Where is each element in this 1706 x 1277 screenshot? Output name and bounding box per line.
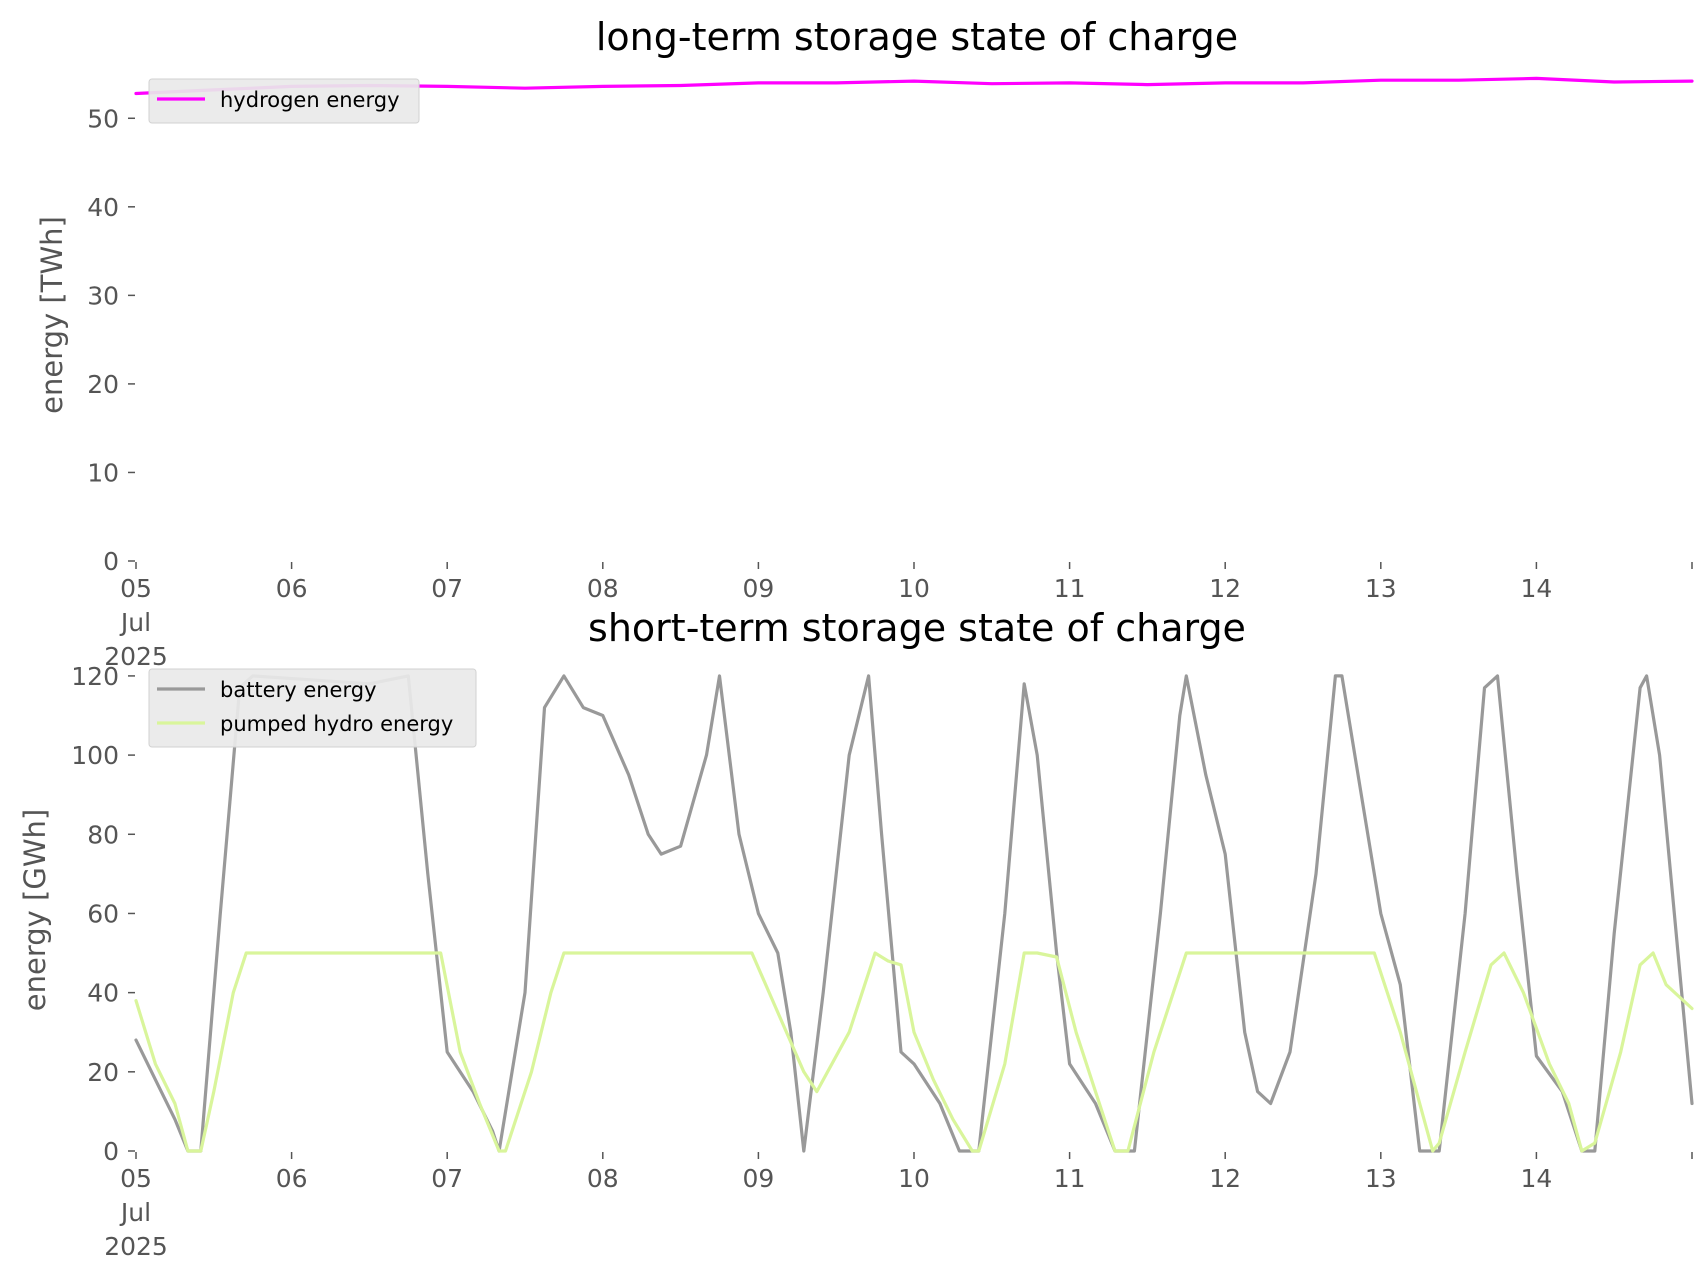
x-tick-label: 07 (431, 574, 463, 603)
x-tick-label: 05 Jul 2025 (104, 1164, 168, 1261)
legend-entry-label: battery energy (220, 678, 377, 702)
legend-entry-label: pumped hydro energy (220, 712, 453, 736)
long-term-legend: hydrogen energy (148, 78, 420, 124)
y-tick-label: 20 (87, 370, 119, 399)
x-tick-label: 05 Jul 2025 (104, 574, 168, 671)
x-tick-label: 09 (742, 574, 774, 603)
x-tick-label: 12 (1209, 1164, 1241, 1193)
y-tick-label: 80 (87, 820, 119, 849)
short-term-y-ticks: 0 20 40 60 80 100 120 (71, 662, 135, 1166)
y-tick-label: 60 (87, 899, 119, 928)
long-term-storage-panel: long-term storage state of charge energy… (35, 15, 1694, 671)
short-term-storage-panel: short-term storage state of charge energ… (18, 606, 1694, 1261)
y-tick-label: 40 (87, 979, 119, 1008)
short-term-x-ticks: 05 Jul 2025 06 07 08 09 10 11 12 13 14 (104, 1152, 1693, 1261)
legend-entry-label: hydrogen energy (220, 88, 400, 112)
x-tick-label: 06 (276, 1164, 308, 1193)
long-term-x-ticks: 05 Jul 2025 06 07 08 09 10 11 12 13 14 (104, 562, 1693, 671)
x-tick-label: 12 (1209, 574, 1241, 603)
y-tick-label: 20 (87, 1058, 119, 1087)
y-tick-label: 10 (87, 458, 119, 487)
x-tick-label: 11 (1054, 1164, 1086, 1193)
short-term-chart-title: short-term storage state of charge (588, 606, 1246, 650)
y-tick-label: 0 (103, 1137, 119, 1166)
legend-box (148, 668, 477, 748)
long-term-chart-title: long-term storage state of charge (596, 15, 1238, 59)
x-tick-label: 11 (1054, 574, 1086, 603)
x-tick-label: 13 (1365, 574, 1397, 603)
short-term-y-axis-label: energy [GWh] (18, 809, 52, 1011)
x-tick-label: 13 (1365, 1164, 1397, 1193)
y-tick-label: 30 (87, 281, 119, 310)
long-term-y-ticks: 0 10 20 30 40 50 (87, 104, 135, 576)
x-tick-label: 06 (276, 574, 308, 603)
series-line (134, 951, 1694, 1153)
legend-box (148, 78, 420, 124)
y-tick-label: 0 (103, 547, 119, 576)
x-tick-label: 08 (587, 1164, 619, 1193)
x-tick-label: 08 (587, 574, 619, 603)
y-tick-label: 40 (87, 193, 119, 222)
y-tick-label: 100 (71, 741, 119, 770)
x-tick-label: 14 (1520, 574, 1552, 603)
x-tick-label: 14 (1520, 1164, 1552, 1193)
long-term-y-axis-label: energy [TWh] (35, 216, 69, 414)
short-term-series-lines (134, 674, 1694, 1153)
y-tick-label: 50 (87, 104, 119, 133)
short-term-legend: battery energy pumped hydro energy (148, 668, 477, 748)
x-tick-label: 07 (431, 1164, 463, 1193)
x-tick-label: 09 (742, 1164, 774, 1193)
x-tick-label: 10 (898, 1164, 930, 1193)
y-tick-label: 120 (71, 662, 119, 691)
x-tick-label: 10 (898, 574, 930, 603)
